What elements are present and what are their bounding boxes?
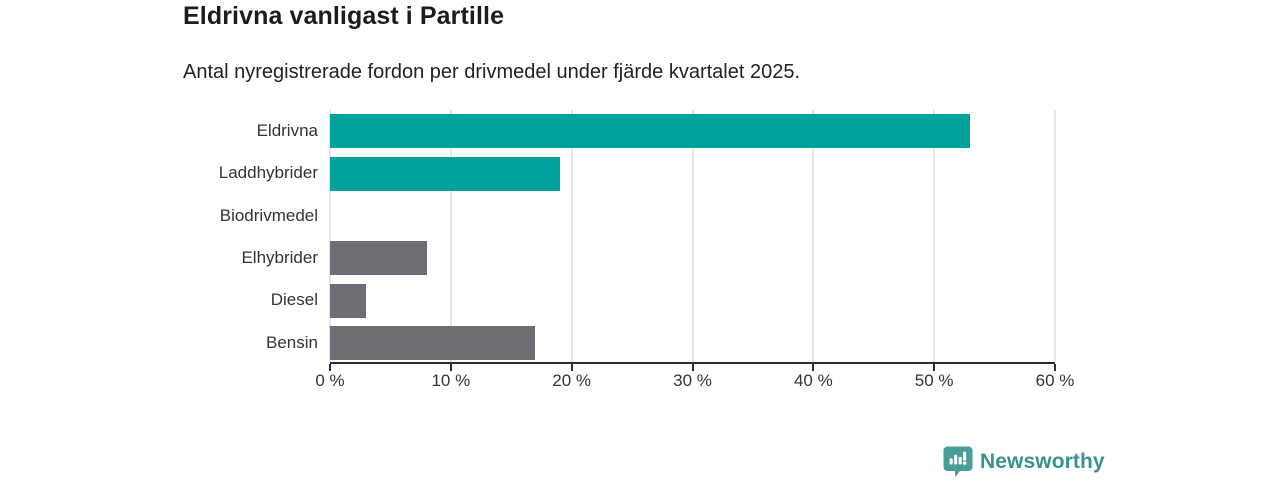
x-tick-label: 40 % xyxy=(793,371,833,390)
category-label: Elhybrider xyxy=(241,248,318,268)
x-tick-label: 10 % xyxy=(431,371,471,390)
x-tick-label: 50 % xyxy=(914,371,954,390)
category-label: Bensin xyxy=(266,332,318,352)
newsworthy-logo-icon xyxy=(943,446,973,478)
x-tick-label: 30 % xyxy=(673,371,712,390)
bar xyxy=(330,283,367,318)
gridline xyxy=(812,110,815,362)
x-tick-mark xyxy=(933,364,936,371)
bar xyxy=(330,325,536,360)
gridline xyxy=(1054,110,1056,362)
category-label: Laddhybrider xyxy=(218,163,318,183)
bar xyxy=(330,156,560,191)
gridline xyxy=(329,110,331,362)
x-tick-mark xyxy=(812,364,815,371)
bar xyxy=(330,114,971,149)
x-tick-labels: 0 % 10 % 20 % 30 % 40 % 50 % 60 % xyxy=(315,371,1074,395)
gridline xyxy=(691,110,694,362)
newsworthy-logo[interactable]: Newsworthy xyxy=(943,446,1105,478)
category-label: Diesel xyxy=(270,290,318,310)
chart-title: Eldrivna vanligast i Partille xyxy=(183,2,505,30)
plot-area xyxy=(329,110,1056,371)
x-tick-mark xyxy=(691,364,694,371)
x-tick-mark xyxy=(570,364,573,371)
gridline xyxy=(449,110,452,362)
gridline xyxy=(570,110,573,362)
x-tick-label: 0 % xyxy=(315,371,345,390)
newsworthy-logo-text: Newsworthy xyxy=(980,450,1105,473)
chart-subtitle: Antal nyregistrerade fordon per drivmede… xyxy=(183,61,801,83)
x-tick-label: 60 % xyxy=(1035,371,1075,390)
x-tick-label: 20 % xyxy=(552,371,592,390)
x-tick-mark xyxy=(329,364,331,371)
bar xyxy=(330,241,427,276)
x-tick-mark xyxy=(1054,364,1056,371)
x-tick-mark xyxy=(449,364,452,371)
category-label: Biodrivmedel xyxy=(219,205,318,225)
category-label: Eldrivna xyxy=(256,121,318,141)
category-labels: Eldrivna Laddhybrider Biodrivmedel Elhybrid… xyxy=(140,110,318,364)
gridline xyxy=(933,110,936,362)
